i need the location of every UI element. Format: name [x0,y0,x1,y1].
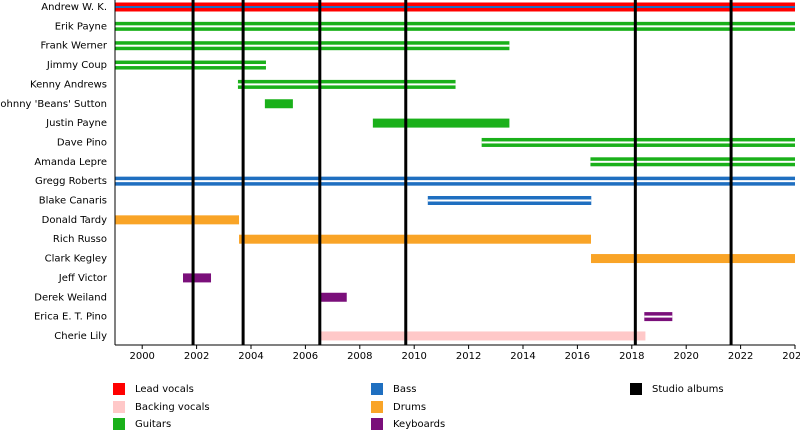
bar-split [481,141,795,144]
bar-split [237,83,456,86]
tenure-bar [239,234,592,244]
legend-label: Drums [393,402,426,413]
x-tick-label: 2024 [782,351,800,362]
tenure-bar [264,99,293,109]
x-tick-label: 2010 [401,351,426,362]
tenure-bar [591,254,795,264]
legend-label: Backing vocals [135,402,210,413]
legend-label: Lead vocals [135,384,194,395]
legend-swatch [371,383,383,395]
legend-swatch [113,401,125,413]
bar-split [644,315,673,318]
member-label: Clark Kegley [45,254,107,265]
x-tick-label: 2012 [456,351,481,362]
x-tick-label: 2004 [238,351,263,362]
x-tick-label: 2008 [347,351,372,362]
x-tick-label: 2002 [184,351,209,362]
member-label: Donald Tardy [42,215,107,226]
member-label: Frank Werner [40,41,107,52]
member-label: Justin Payne [45,118,107,129]
x-tick-label: 2022 [728,351,753,362]
x-tick-label: 2016 [565,351,590,362]
tenure-bar [319,331,646,341]
tenure-bar [115,215,240,225]
legend-swatch [371,418,383,430]
member-label: Rich Russo [53,234,107,245]
x-tick-label: 2006 [293,351,318,362]
legend-swatch [113,418,125,430]
member-label: Erik Payne [55,21,107,32]
member-label: Jeff Victor [58,273,108,284]
member-label: Erica E. T. Pino [34,312,107,323]
bar-split [115,180,795,183]
tenure-bar [183,273,212,283]
tenure-bar [372,118,510,128]
legend-swatch [113,383,125,395]
member-label: Johnny 'Beans' Sutton [0,99,107,110]
bar-split [590,160,795,163]
x-tick-label: 2000 [129,351,154,362]
legend-swatch [371,401,383,413]
bar-split [427,199,592,202]
member-label: Amanda Lepre [34,157,107,168]
member-label: Andrew W. K. [41,2,107,13]
member-label: Kenny Andrews [30,79,107,90]
legend-label: Keyboards [393,419,445,430]
bar-stripe [115,6,795,8]
legend-label: Guitars [135,419,171,430]
bar-split [115,44,510,47]
member-label: Gregg Roberts [35,176,107,187]
member-label: Dave Pino [57,137,107,148]
legend-label: Studio albums [652,384,724,395]
legend-label: Bass [393,384,416,395]
tenure-bar [319,292,347,302]
x-tick-label: 2018 [619,351,644,362]
member-label: Derek Weiland [34,292,107,303]
x-tick-label: 2020 [673,351,698,362]
bar-split [115,64,266,67]
member-label: Cherie Lily [54,331,107,342]
bar-split [115,25,795,28]
x-tick-label: 2014 [510,351,535,362]
member-label: Jimmy Coup [46,60,107,71]
legend-swatch [630,383,642,395]
member-label: Blake Canaris [39,196,107,207]
